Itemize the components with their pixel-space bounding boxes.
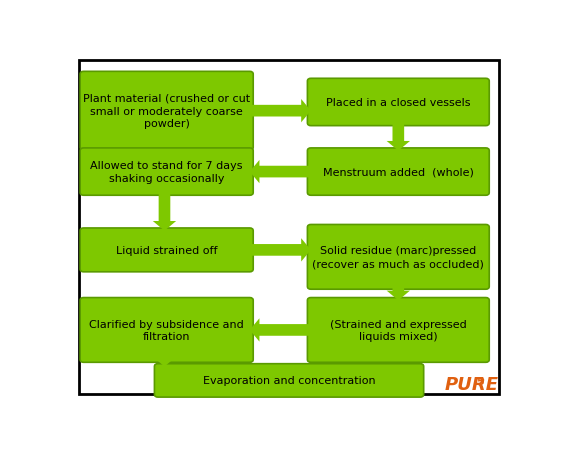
FancyBboxPatch shape <box>80 148 253 196</box>
Text: 5: 5 <box>475 376 483 386</box>
Text: (Strained and expressed
liquids mixed): (Strained and expressed liquids mixed) <box>330 319 466 341</box>
FancyBboxPatch shape <box>155 364 424 397</box>
Text: Plant material (crushed or cut
small or moderately coarse
powder): Plant material (crushed or cut small or … <box>83 94 250 129</box>
Text: Menstruum added  (whole): Menstruum added (whole) <box>323 167 474 177</box>
Text: Clarified by subsidence and
filtration: Clarified by subsidence and filtration <box>89 319 244 341</box>
Text: Solid residue (marc)pressed
(recover as much as occluded): Solid residue (marc)pressed (recover as … <box>312 246 484 269</box>
FancyBboxPatch shape <box>80 298 253 363</box>
Text: Placed in a closed vessels: Placed in a closed vessels <box>326 98 470 108</box>
FancyBboxPatch shape <box>307 79 489 126</box>
Text: PURE: PURE <box>444 375 498 393</box>
FancyBboxPatch shape <box>307 225 489 290</box>
FancyBboxPatch shape <box>307 148 489 196</box>
FancyBboxPatch shape <box>80 72 253 151</box>
FancyBboxPatch shape <box>307 298 489 363</box>
Text: Allowed to stand for 7 days
shaking occasionally: Allowed to stand for 7 days shaking occa… <box>90 161 243 184</box>
FancyBboxPatch shape <box>80 229 253 272</box>
Text: Liquid strained off: Liquid strained off <box>116 245 217 255</box>
Text: Evaporation and concentration: Evaporation and concentration <box>202 376 376 386</box>
